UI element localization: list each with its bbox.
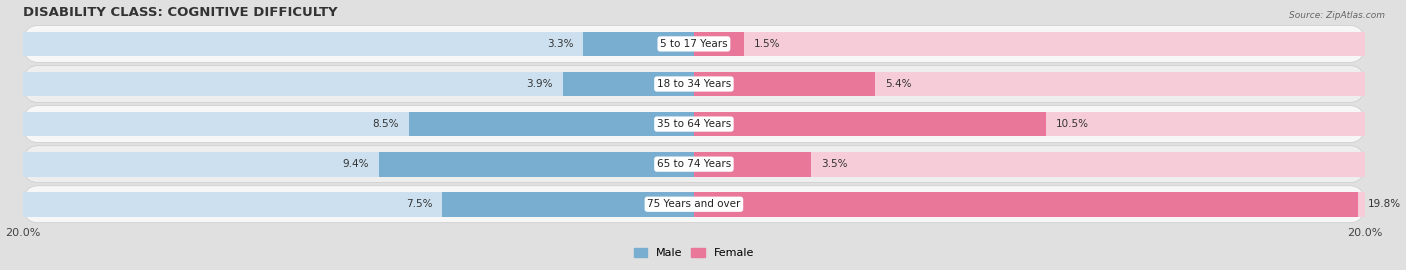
- Text: 5.4%: 5.4%: [884, 79, 911, 89]
- Text: 3.3%: 3.3%: [547, 39, 574, 49]
- Bar: [24, 72, 695, 96]
- Bar: [24, 192, 695, 217]
- Text: 7.5%: 7.5%: [406, 199, 433, 209]
- Bar: [695, 112, 1046, 137]
- Text: 10.5%: 10.5%: [1056, 119, 1090, 129]
- Text: 65 to 74 Years: 65 to 74 Years: [657, 159, 731, 169]
- FancyBboxPatch shape: [24, 146, 1365, 183]
- Legend: Male, Female: Male, Female: [630, 244, 758, 263]
- Bar: [695, 32, 744, 56]
- Bar: [378, 152, 695, 177]
- Bar: [24, 112, 695, 137]
- Bar: [695, 152, 1365, 177]
- Text: 1.5%: 1.5%: [754, 39, 780, 49]
- Bar: [695, 192, 1358, 217]
- Bar: [695, 152, 811, 177]
- Text: 35 to 64 Years: 35 to 64 Years: [657, 119, 731, 129]
- Bar: [695, 192, 1365, 217]
- Text: Source: ZipAtlas.com: Source: ZipAtlas.com: [1289, 11, 1385, 20]
- FancyBboxPatch shape: [24, 25, 1365, 62]
- Bar: [564, 72, 695, 96]
- Bar: [409, 112, 695, 137]
- Text: 5 to 17 Years: 5 to 17 Years: [659, 39, 728, 49]
- Text: DISABILITY CLASS: COGNITIVE DIFFICULTY: DISABILITY CLASS: COGNITIVE DIFFICULTY: [24, 6, 337, 19]
- Bar: [695, 32, 1365, 56]
- Bar: [24, 32, 695, 56]
- FancyBboxPatch shape: [24, 186, 1365, 223]
- Bar: [695, 72, 875, 96]
- Bar: [695, 72, 1365, 96]
- Bar: [443, 192, 695, 217]
- Bar: [583, 32, 695, 56]
- Text: 9.4%: 9.4%: [342, 159, 368, 169]
- FancyBboxPatch shape: [24, 106, 1365, 143]
- Bar: [24, 152, 695, 177]
- Text: 3.5%: 3.5%: [821, 159, 848, 169]
- Text: 3.9%: 3.9%: [527, 79, 553, 89]
- Text: 75 Years and over: 75 Years and over: [647, 199, 741, 209]
- Bar: [695, 112, 1365, 137]
- Text: 19.8%: 19.8%: [1368, 199, 1400, 209]
- FancyBboxPatch shape: [24, 66, 1365, 102]
- Text: 18 to 34 Years: 18 to 34 Years: [657, 79, 731, 89]
- Text: 8.5%: 8.5%: [373, 119, 399, 129]
